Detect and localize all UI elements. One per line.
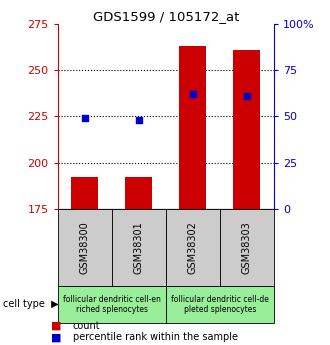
Text: follicular dendritic cell-de
pleted splenocytes: follicular dendritic cell-de pleted sple… [171, 295, 269, 314]
Text: GSM38302: GSM38302 [188, 221, 198, 274]
Point [136, 117, 142, 123]
Text: GSM38300: GSM38300 [80, 221, 90, 274]
Bar [233, 50, 260, 209]
Point [82, 116, 87, 121]
Bar [71, 177, 98, 209]
Point [244, 93, 249, 99]
Text: ■: ■ [51, 321, 62, 331]
Text: GSM38303: GSM38303 [242, 221, 252, 274]
Bar [179, 46, 206, 209]
Text: cell type  ▶: cell type ▶ [3, 299, 59, 309]
Bar [125, 177, 152, 209]
Text: count: count [73, 321, 100, 331]
Point [190, 91, 195, 97]
Text: ■: ■ [51, 333, 62, 342]
Text: follicular dendritic cell-en
riched splenocytes: follicular dendritic cell-en riched sple… [63, 295, 161, 314]
Text: percentile rank within the sample: percentile rank within the sample [73, 333, 238, 342]
Title: GDS1599 / 105172_at: GDS1599 / 105172_at [93, 10, 239, 23]
Text: GSM38301: GSM38301 [134, 221, 144, 274]
